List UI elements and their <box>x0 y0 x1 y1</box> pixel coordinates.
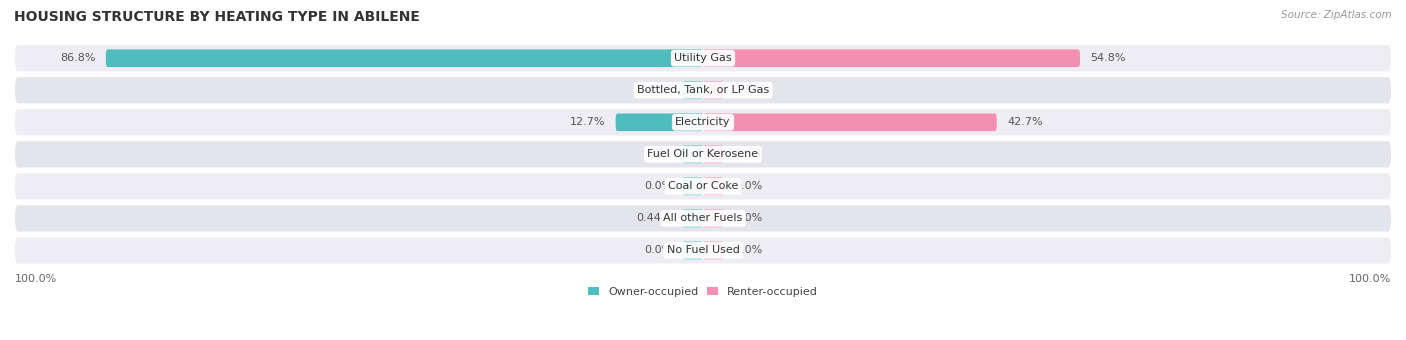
Text: 0.0%: 0.0% <box>734 245 762 255</box>
Text: 0.0%: 0.0% <box>734 149 762 159</box>
Text: 0.44%: 0.44% <box>637 214 672 223</box>
Text: Utility Gas: Utility Gas <box>675 53 731 63</box>
Text: 54.8%: 54.8% <box>1090 53 1126 63</box>
FancyBboxPatch shape <box>616 114 703 131</box>
FancyBboxPatch shape <box>703 177 724 195</box>
FancyBboxPatch shape <box>682 82 703 99</box>
FancyBboxPatch shape <box>703 49 1080 67</box>
Text: 42.7%: 42.7% <box>1007 117 1043 127</box>
Text: No Fuel Used: No Fuel Used <box>666 245 740 255</box>
Text: HOUSING STRUCTURE BY HEATING TYPE IN ABILENE: HOUSING STRUCTURE BY HEATING TYPE IN ABI… <box>14 10 420 24</box>
Text: 100.0%: 100.0% <box>1348 274 1391 285</box>
Text: 0.0%: 0.0% <box>644 149 672 159</box>
Text: All other Fuels: All other Fuels <box>664 214 742 223</box>
Text: Electricity: Electricity <box>675 117 731 127</box>
FancyBboxPatch shape <box>703 242 724 259</box>
Text: Bottled, Tank, or LP Gas: Bottled, Tank, or LP Gas <box>637 85 769 95</box>
Text: Coal or Coke: Coal or Coke <box>668 181 738 191</box>
Text: 0.0%: 0.0% <box>644 245 672 255</box>
FancyBboxPatch shape <box>15 109 1391 135</box>
FancyBboxPatch shape <box>15 205 1391 232</box>
FancyBboxPatch shape <box>682 209 703 227</box>
Text: 86.8%: 86.8% <box>60 53 96 63</box>
FancyBboxPatch shape <box>682 146 703 163</box>
FancyBboxPatch shape <box>15 45 1391 71</box>
FancyBboxPatch shape <box>15 77 1391 103</box>
FancyBboxPatch shape <box>105 49 703 67</box>
Text: 0.0%: 0.0% <box>734 214 762 223</box>
FancyBboxPatch shape <box>703 114 997 131</box>
FancyBboxPatch shape <box>682 177 703 195</box>
FancyBboxPatch shape <box>682 242 703 259</box>
FancyBboxPatch shape <box>15 173 1391 200</box>
Text: 2.5%: 2.5% <box>734 85 762 95</box>
Text: 0.0%: 0.0% <box>734 181 762 191</box>
Legend: Owner-occupied, Renter-occupied: Owner-occupied, Renter-occupied <box>583 282 823 301</box>
FancyBboxPatch shape <box>15 141 1391 167</box>
FancyBboxPatch shape <box>703 146 724 163</box>
Text: 12.7%: 12.7% <box>569 117 606 127</box>
Text: 100.0%: 100.0% <box>15 274 58 285</box>
Text: 0.0%: 0.0% <box>644 181 672 191</box>
FancyBboxPatch shape <box>703 209 724 227</box>
FancyBboxPatch shape <box>15 237 1391 264</box>
FancyBboxPatch shape <box>703 82 724 99</box>
Text: Source: ZipAtlas.com: Source: ZipAtlas.com <box>1281 10 1392 20</box>
Text: Fuel Oil or Kerosene: Fuel Oil or Kerosene <box>647 149 759 159</box>
Text: 0.05%: 0.05% <box>637 85 672 95</box>
